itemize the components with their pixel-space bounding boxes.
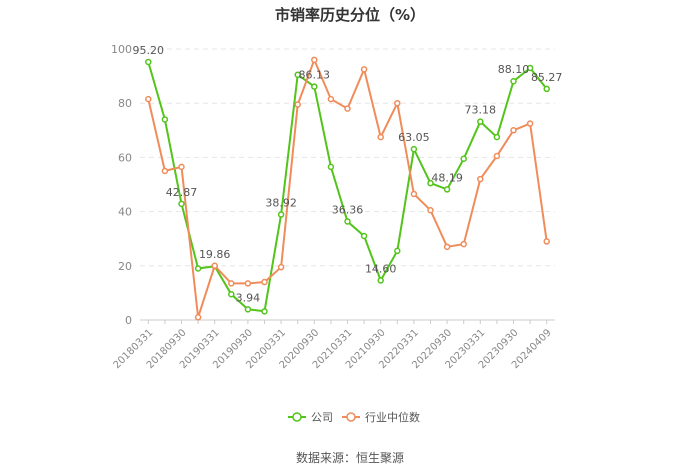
data-point bbox=[161, 116, 169, 123]
legend[interactable]: 公司 行业中位数 bbox=[288, 410, 420, 424]
grid-lines bbox=[140, 48, 555, 321]
series-line-company bbox=[147, 61, 548, 313]
data-label: 86.13 bbox=[299, 69, 331, 82]
data-point bbox=[410, 190, 418, 198]
data-point bbox=[277, 263, 285, 271]
chart-title: 市销率历史分位（%） bbox=[275, 6, 425, 24]
data-label: 14.60 bbox=[365, 262, 397, 275]
data-point bbox=[194, 265, 202, 272]
data-point bbox=[311, 56, 318, 64]
data-point bbox=[327, 163, 335, 171]
data-point bbox=[543, 85, 550, 93]
series-line-industry-median bbox=[147, 57, 548, 318]
data-point bbox=[327, 95, 335, 103]
data-point bbox=[427, 179, 434, 187]
series-layer bbox=[145, 56, 550, 321]
data-point bbox=[178, 163, 185, 171]
data-point bbox=[360, 66, 368, 73]
data-point bbox=[228, 291, 235, 298]
data-point bbox=[161, 167, 169, 175]
data-point bbox=[510, 127, 517, 134]
data-label: 73.18 bbox=[465, 104, 497, 117]
data-point bbox=[427, 206, 434, 214]
data-point bbox=[277, 211, 285, 218]
data-label: 3.94 bbox=[236, 291, 261, 304]
data-point bbox=[344, 105, 351, 112]
data-label: 36.36 bbox=[332, 203, 364, 216]
data-point bbox=[194, 314, 202, 321]
y-tick-label: 80 bbox=[118, 97, 132, 110]
data-label: 19.86 bbox=[199, 248, 231, 261]
data-point bbox=[178, 200, 185, 208]
data-point bbox=[526, 64, 534, 72]
y-tick-label: 100 bbox=[111, 43, 132, 56]
data-point bbox=[360, 232, 368, 240]
data-label: 48.19 bbox=[431, 171, 463, 184]
data-point bbox=[526, 120, 534, 127]
data-point bbox=[394, 99, 401, 107]
data-point bbox=[477, 175, 484, 183]
data-source: 数据来源：恒生聚源 bbox=[296, 450, 404, 465]
data-point bbox=[410, 145, 418, 153]
y-tick-label: 60 bbox=[118, 151, 132, 164]
data-point bbox=[294, 101, 301, 108]
data-point bbox=[377, 133, 384, 141]
data-point bbox=[443, 243, 451, 251]
data-label: 38.92 bbox=[265, 197, 297, 210]
data-labels: 95.20 42.87 19.86 3.94 38.92 86.13 36.36 14.60 6… bbox=[133, 44, 563, 304]
data-label: 42.87 bbox=[166, 186, 198, 199]
data-point bbox=[294, 71, 301, 78]
y-tick-label: 0 bbox=[125, 314, 132, 327]
legend-marker bbox=[346, 412, 356, 422]
data-point bbox=[460, 155, 467, 163]
data-point bbox=[228, 280, 235, 287]
data-point bbox=[311, 83, 318, 90]
data-label: 85.27 bbox=[531, 71, 563, 84]
data-point bbox=[543, 238, 550, 245]
data-point bbox=[261, 278, 268, 286]
y-tick-label: 40 bbox=[118, 206, 132, 219]
data-point bbox=[244, 306, 252, 313]
data-point bbox=[493, 133, 501, 141]
legend-label: 公司 bbox=[311, 411, 333, 424]
data-point bbox=[261, 308, 268, 315]
data-point bbox=[510, 77, 517, 85]
data-point bbox=[460, 240, 467, 248]
data-point bbox=[344, 218, 351, 225]
data-label: 63.05 bbox=[398, 131, 430, 144]
data-point bbox=[394, 247, 401, 255]
data-point bbox=[145, 95, 152, 103]
data-point bbox=[443, 186, 451, 193]
data-point bbox=[244, 280, 252, 287]
legend-marker bbox=[292, 412, 302, 422]
data-point bbox=[145, 58, 152, 66]
y-tick-label: 20 bbox=[118, 260, 132, 273]
data-label: 95.20 bbox=[133, 44, 165, 57]
data-label: 88.10 bbox=[498, 63, 530, 76]
data-point bbox=[477, 118, 484, 125]
data-point bbox=[493, 152, 501, 160]
data-point bbox=[377, 277, 384, 284]
data-point bbox=[211, 262, 218, 270]
legend-label: 行业中位数 bbox=[365, 410, 420, 424]
